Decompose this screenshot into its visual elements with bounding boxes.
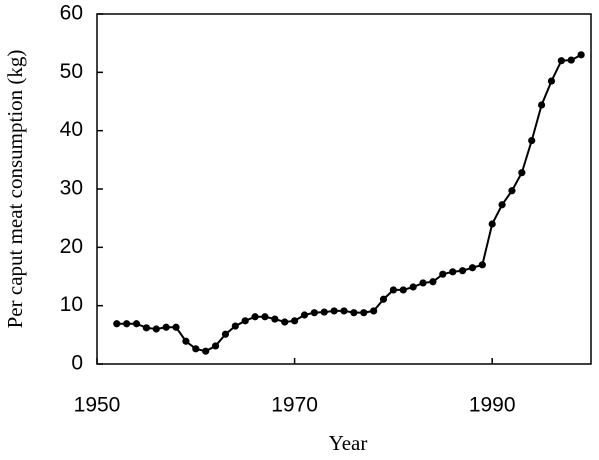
x-tick-label: 1990 <box>469 394 516 417</box>
x-axis-label: Year <box>329 431 368 455</box>
data-point <box>478 261 486 269</box>
x-tick-label: 1970 <box>271 394 318 417</box>
data-point <box>409 283 417 291</box>
y-tick-label: 30 <box>60 177 83 200</box>
data-point <box>261 313 269 321</box>
data-point <box>231 322 239 330</box>
y-axis-label: Per caput meat consumption (kg) <box>3 50 27 329</box>
y-tick-label: 10 <box>60 293 83 316</box>
data-point <box>142 324 150 332</box>
data-point <box>399 286 407 294</box>
data-point <box>508 187 516 195</box>
data-point <box>488 220 496 228</box>
y-tick-label: 60 <box>60 2 83 25</box>
data-point <box>113 320 121 328</box>
data-point <box>528 136 536 145</box>
data-point <box>567 56 575 64</box>
y-tick-label: 40 <box>60 118 83 141</box>
data-point <box>518 169 526 177</box>
data-point <box>458 267 467 275</box>
data-point <box>429 278 437 286</box>
data-point <box>330 307 338 315</box>
data-point <box>123 320 131 328</box>
data-point <box>251 313 259 321</box>
y-tick-label: 50 <box>60 60 83 83</box>
x-tick-label: 1950 <box>74 394 121 417</box>
data-point <box>162 323 170 331</box>
data-point <box>577 51 585 59</box>
data-point <box>152 325 160 333</box>
data-point <box>202 347 210 355</box>
y-tick-label: 20 <box>60 235 83 258</box>
data-point <box>379 295 388 303</box>
data-point <box>132 320 141 328</box>
data-point <box>350 309 358 317</box>
data-line <box>116 53 582 353</box>
data-point <box>300 311 309 319</box>
data-point <box>340 307 348 315</box>
data-point <box>192 345 200 353</box>
data-point <box>389 286 397 294</box>
data-point <box>468 264 477 272</box>
y-tick-label: 0 <box>71 352 83 375</box>
data-point <box>310 309 318 317</box>
data-point <box>221 330 230 338</box>
data-point <box>547 77 556 85</box>
data-point <box>419 279 427 287</box>
data-point <box>291 317 299 325</box>
data-point <box>320 308 328 316</box>
data-point <box>241 317 249 325</box>
data-point <box>449 268 457 276</box>
data-point <box>370 307 378 315</box>
data-point <box>557 57 565 65</box>
data-point <box>172 323 180 331</box>
data-point <box>360 309 368 317</box>
data-point <box>439 270 447 278</box>
data-point <box>498 201 506 209</box>
data-point <box>182 337 190 345</box>
data-point <box>271 315 279 323</box>
data-point <box>281 318 289 326</box>
data-point <box>211 342 220 350</box>
data-point <box>538 101 546 109</box>
